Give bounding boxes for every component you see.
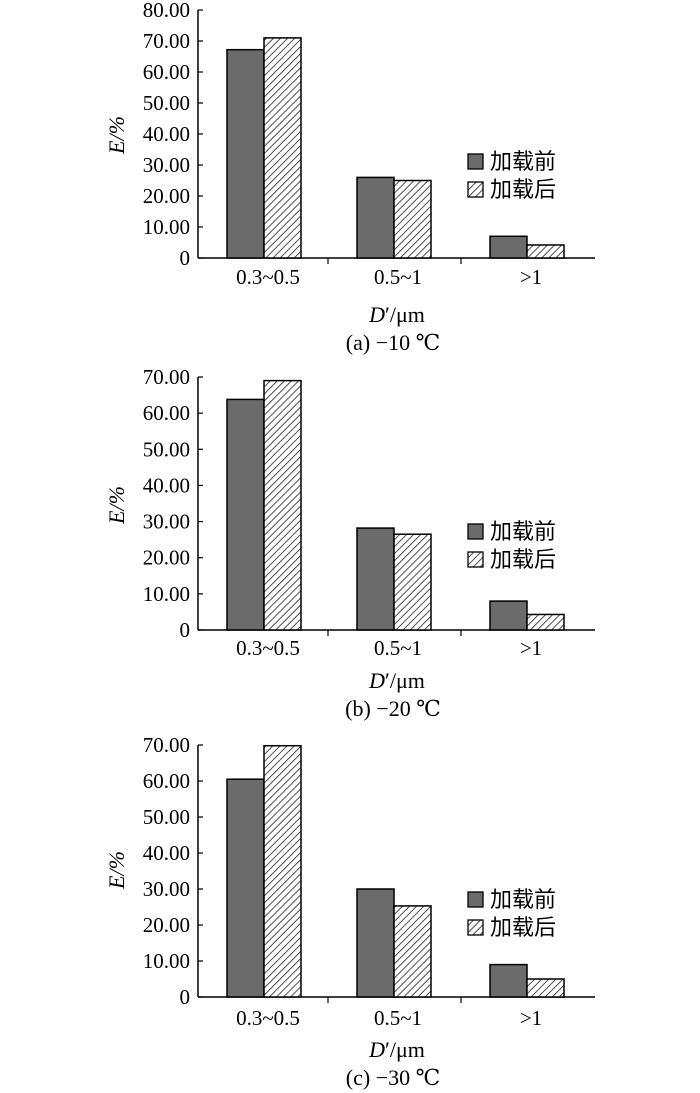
- y-tick-label: 40.00: [143, 122, 190, 146]
- x-axis-label-prime: ′: [385, 1037, 390, 1062]
- legend-swatch-before: [467, 523, 484, 540]
- x-category-label: 0.3~0.5: [236, 265, 300, 289]
- x-category-label: 0.5~1: [374, 1006, 422, 1030]
- legend-label-after: 加载后: [490, 915, 556, 940]
- legend-label-before: 加载前: [490, 519, 556, 544]
- x-category-label: >1: [520, 265, 542, 289]
- panel-caption: (c) −30 ℃: [346, 1065, 440, 1090]
- y-axis-label: E/%: [104, 486, 129, 525]
- legend-label-after: 加载后: [490, 547, 556, 572]
- panel-caption: (b) −20 ℃: [345, 696, 441, 721]
- y-tick-label: 30.00: [143, 153, 190, 177]
- x-axis-label: D′/μm: [368, 302, 425, 327]
- y-tick-label: 60.00: [143, 401, 190, 425]
- y-tick-label: 70.00: [143, 29, 190, 53]
- y-tick-label: 10.00: [143, 949, 190, 973]
- bar-after-loading: [393, 533, 432, 631]
- bar-before-loading: [489, 963, 528, 998]
- bar-before-loading: [226, 398, 265, 631]
- x-category-label: >1: [520, 636, 542, 660]
- bar-before-loading: [356, 888, 395, 998]
- bar-after-loading: [526, 244, 565, 259]
- legend-swatch-after: [467, 181, 484, 198]
- y-tick-label: 50.00: [143, 805, 190, 829]
- legend-label-before: 加载前: [490, 887, 556, 912]
- y-tick-label: 50.00: [143, 437, 190, 461]
- y-tick-label: 10.00: [143, 215, 190, 239]
- y-tick-label: 20.00: [143, 184, 190, 208]
- bar-before-loading: [489, 235, 528, 259]
- x-category-label: 0.5~1: [374, 265, 422, 289]
- y-tick-label: 40.00: [143, 841, 190, 865]
- x-axis-label-unit: /μm: [390, 668, 425, 693]
- bar-after-loading: [263, 379, 302, 631]
- bar-before-loading: [226, 778, 265, 998]
- x-category-label: 0.5~1: [374, 636, 422, 660]
- bar-before-loading: [489, 600, 528, 631]
- bar-after-loading: [263, 744, 302, 998]
- y-tick-label: 20.00: [143, 913, 190, 937]
- y-tick-label: 60.00: [143, 769, 190, 793]
- x-axis-label-prime: ′: [385, 668, 390, 693]
- charts-container: 0 10.00 20.00 30.00 40.00 50.00 60.00 70.00 80.0…: [104, 0, 595, 1090]
- y-tick-label: 40.00: [143, 473, 190, 497]
- chart-panel-2: 0 10.00 20.00 30.00 40.00 50.00 60.00 70.00 E/% 0…: [104, 733, 595, 1090]
- x-axis-label-symbol: D: [368, 1037, 385, 1062]
- bar-after-loading: [393, 905, 432, 998]
- y-tick-label: 50.00: [143, 91, 190, 115]
- legend-label-after: 加载后: [490, 177, 556, 202]
- chart-panel-0: 0 10.00 20.00 30.00 40.00 50.00 60.00 70.00 80.0…: [104, 0, 595, 355]
- legend-label-before: 加载前: [490, 149, 556, 174]
- y-tick-label: 60.00: [143, 60, 190, 84]
- bar-after-loading: [526, 613, 565, 631]
- y-tick-label: 10.00: [143, 582, 190, 606]
- x-category-label: >1: [520, 1006, 542, 1030]
- legend-swatch-before: [467, 153, 484, 170]
- y-axis-label: E/%: [104, 851, 129, 890]
- y-tick-label: 20.00: [143, 546, 190, 570]
- y-tick-label: 30.00: [143, 877, 190, 901]
- x-axis-label-unit: /μm: [390, 1037, 425, 1062]
- y-tick-label: 80.00: [143, 0, 190, 22]
- bar-after-loading: [263, 37, 302, 259]
- y-tick-label: 30.00: [143, 510, 190, 534]
- y-tick-label: 70.00: [143, 733, 190, 757]
- bar-before-loading: [226, 48, 265, 259]
- y-tick-label: 0: [180, 985, 191, 1009]
- bar-before-loading: [356, 176, 395, 259]
- panel-caption: (a) −10 ℃: [346, 330, 440, 355]
- chart-panel-1: 0 10.00 20.00 30.00 40.00 50.00 60.00 70.00 E/% 0…: [104, 365, 595, 721]
- x-axis-label: D′/μm: [368, 668, 425, 693]
- x-axis-label-symbol: D: [368, 302, 385, 327]
- x-axis-label-unit: /μm: [390, 302, 425, 327]
- x-axis-label-symbol: D: [368, 668, 385, 693]
- x-category-label: 0.3~0.5: [236, 1006, 300, 1030]
- bar-after-loading: [393, 179, 432, 259]
- x-axis-label-prime: ′: [385, 302, 390, 327]
- y-tick-label: 0: [180, 246, 191, 270]
- x-axis-label: D′/μm: [368, 1037, 425, 1062]
- y-axis-label: E/%: [104, 116, 129, 155]
- x-category-label: 0.3~0.5: [236, 636, 300, 660]
- y-tick-label: 70.00: [143, 365, 190, 389]
- legend-swatch-after: [467, 919, 484, 936]
- legend-swatch-before: [467, 891, 484, 908]
- bar-before-loading: [356, 527, 395, 631]
- y-tick-label: 0: [180, 618, 191, 642]
- legend-swatch-after: [467, 551, 484, 568]
- bar-after-loading: [526, 978, 565, 998]
